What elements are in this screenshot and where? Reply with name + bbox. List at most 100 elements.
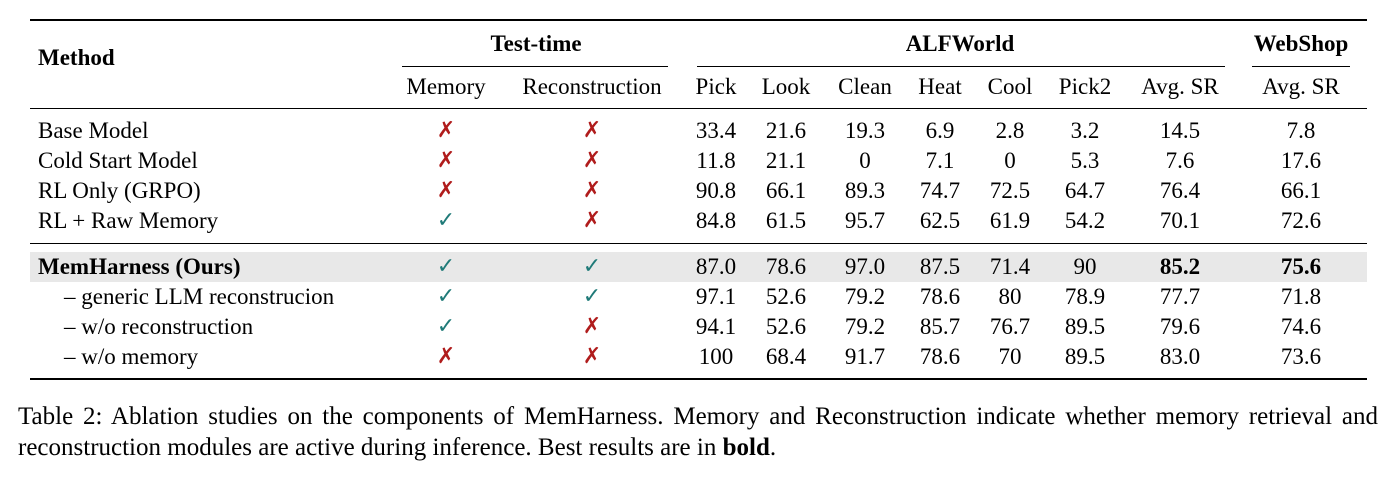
- table-cell: 6.9: [925, 118, 955, 143]
- table-cell: 90.8: [695, 178, 737, 203]
- group-rule: [30, 243, 1367, 244]
- table-cell: 87.5: [919, 254, 961, 279]
- table-cell: 80: [998, 284, 1022, 309]
- table-cell: 7.8: [1286, 118, 1316, 143]
- table-cell: 52.6: [765, 314, 807, 339]
- col-header-pick2: Pick2: [1058, 74, 1112, 99]
- bottom-rule: [30, 378, 1367, 380]
- col-header-pick: Pick: [695, 74, 737, 99]
- check-icon: ✓: [582, 254, 602, 279]
- table-cell: 85.2: [1159, 254, 1201, 279]
- row-method-name: RL + Raw Memory: [38, 208, 219, 233]
- caption-label: Table 2:: [18, 403, 103, 430]
- table-cell: 89.3: [844, 178, 886, 203]
- check-icon: ✓: [436, 254, 456, 279]
- table-cell: 91.7: [844, 344, 886, 369]
- test-time-cmidrule: [402, 66, 668, 67]
- caption-end: .: [769, 434, 777, 461]
- table-cell: 87.0: [695, 254, 737, 279]
- col-header-reconstruction: Reconstruction: [522, 74, 662, 99]
- table-cell: 76.4: [1159, 178, 1201, 203]
- table-cell: 78.6: [765, 254, 807, 279]
- cross-icon: ✗: [582, 118, 602, 143]
- alfworld-header: ALFWorld: [905, 31, 1015, 56]
- table-cell: 21.1: [765, 148, 807, 173]
- table-cell: 73.6: [1280, 344, 1322, 369]
- cross-icon: ✗: [582, 208, 602, 233]
- table-cell: 72.6: [1280, 208, 1322, 233]
- row-method-name: – generic LLM reconstrucion: [64, 284, 335, 309]
- col-header-alfworld-avg-sr: Avg. SR: [1141, 74, 1219, 99]
- check-icon: ✓: [436, 208, 456, 233]
- table-cell: 3.2: [1070, 118, 1100, 143]
- row-method-name: Cold Start Model: [38, 148, 198, 173]
- table-cell: 19.3: [844, 118, 886, 143]
- alfworld-cmidrule: [697, 66, 1225, 67]
- col-header-memory: Memory: [406, 74, 486, 99]
- table-cell: 94.1: [695, 314, 737, 339]
- table-cell: 0: [859, 148, 871, 173]
- col-header-webshop-avg-sr: Avg. SR: [1262, 74, 1340, 99]
- table-cell: 71.4: [989, 254, 1031, 279]
- table-cell: 74.6: [1280, 314, 1322, 339]
- col-header-look: Look: [761, 74, 811, 99]
- table-cell: 64.7: [1064, 178, 1106, 203]
- table-caption: Table 2: Ablation studies on the compone…: [18, 401, 1378, 463]
- caption-bold-word: bold: [722, 434, 770, 461]
- table-cell: 66.1: [1280, 178, 1322, 203]
- highlight-band: [30, 252, 1367, 282]
- webshop-cmidrule: [1252, 66, 1350, 67]
- table-cell: 79.6: [1159, 314, 1201, 339]
- table-cell: 89.5: [1064, 344, 1106, 369]
- table-cell: 90: [1073, 254, 1097, 279]
- table-cell: 70.1: [1159, 208, 1201, 233]
- table-cell: 83.0: [1159, 344, 1201, 369]
- row-method-name: MemHarness (Ours): [38, 254, 241, 279]
- table-cell: 0: [1004, 148, 1016, 173]
- cross-icon: ✗: [436, 148, 456, 173]
- table-cell: 100: [698, 344, 734, 369]
- table-cell: 62.5: [919, 208, 961, 233]
- cross-icon: ✗: [582, 314, 602, 339]
- row-method-name: RL Only (GRPO): [38, 178, 201, 203]
- table-cell: 95.7: [844, 208, 886, 233]
- table-cell: 7.6: [1165, 148, 1195, 173]
- table-cell: 61.5: [765, 208, 807, 233]
- check-icon: ✓: [436, 314, 456, 339]
- caption-text: Ablation studies on the components of Me…: [18, 403, 1378, 461]
- table-cell: 2.8: [995, 118, 1025, 143]
- table-cell: 66.1: [765, 178, 807, 203]
- table-cell: 84.8: [695, 208, 737, 233]
- table-cell: 77.7: [1159, 284, 1201, 309]
- table-cell: 5.3: [1070, 148, 1100, 173]
- row-method-name: – w/o memory: [64, 344, 199, 369]
- header-rule: [30, 108, 1367, 109]
- table-cell: 52.6: [765, 284, 807, 309]
- table-cell: 89.5: [1064, 314, 1106, 339]
- table-cell: 85.7: [919, 314, 961, 339]
- cross-icon: ✗: [582, 148, 602, 173]
- table-cell: 17.6: [1280, 148, 1322, 173]
- col-header-cool: Cool: [987, 74, 1033, 99]
- webshop-header: WebShop: [1253, 31, 1349, 56]
- cross-icon: ✗: [436, 118, 456, 143]
- cross-icon: ✗: [582, 344, 602, 369]
- table-cell: 54.2: [1064, 208, 1106, 233]
- method-header: Method: [38, 45, 115, 70]
- table-cell: 97.1: [695, 284, 737, 309]
- table-cell: 78.6: [919, 344, 961, 369]
- table-cell: 74.7: [919, 178, 961, 203]
- table-cell: 70: [998, 344, 1022, 369]
- table-cell: 72.5: [989, 178, 1031, 203]
- table-cell: 97.0: [844, 254, 886, 279]
- table-cell: 33.4: [695, 118, 737, 143]
- check-icon: ✓: [582, 284, 602, 309]
- table-cell: 78.6: [919, 284, 961, 309]
- col-header-heat: Heat: [918, 74, 962, 99]
- cross-icon: ✗: [436, 344, 456, 369]
- table-cell: 76.7: [989, 314, 1031, 339]
- table-cell: 78.9: [1064, 284, 1106, 309]
- col-header-clean: Clean: [838, 74, 892, 99]
- table-cell: 68.4: [765, 344, 807, 369]
- row-method-name: Base Model: [38, 118, 149, 143]
